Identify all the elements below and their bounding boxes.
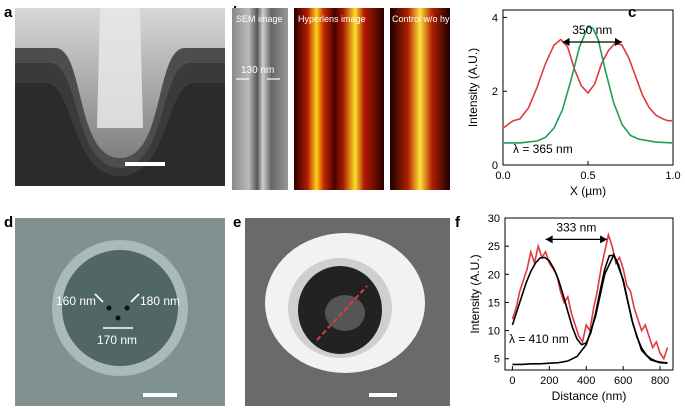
y-tick-label: 25 bbox=[488, 241, 500, 253]
panel-f-label: f bbox=[455, 214, 460, 231]
y-tick-label: 30 bbox=[488, 213, 500, 225]
y-tick-label: 10 bbox=[488, 326, 500, 338]
y-axis-label: Intensity (A.U.) bbox=[468, 254, 482, 333]
panel-d-image: 160 nm 180 nm 170 nm bbox=[15, 218, 225, 406]
y-tick-label: 20 bbox=[488, 269, 500, 281]
y-tick-label: 5 bbox=[494, 354, 500, 366]
sem-title: SEM image bbox=[236, 14, 283, 24]
wavelength-label: λ = 410 nm bbox=[509, 332, 569, 346]
x-tick-label: 1.0 bbox=[665, 170, 680, 182]
panel-e-label: e bbox=[233, 214, 242, 231]
annotation-350nm: 350 nm bbox=[572, 23, 612, 37]
series-line-1 bbox=[503, 25, 674, 144]
arrowhead-right bbox=[600, 235, 608, 244]
hyperlens-image bbox=[294, 8, 384, 190]
panel-a-sem-image bbox=[15, 8, 225, 186]
hyperlens-title: Hyperlens image bbox=[298, 14, 366, 24]
annotation-333nm: 333 nm bbox=[556, 220, 596, 234]
y-tick-label: 2 bbox=[492, 86, 498, 98]
x-tick-label: 400 bbox=[577, 375, 595, 387]
x-tick-label: 0 bbox=[509, 375, 515, 387]
arrowhead-left bbox=[562, 38, 570, 46]
scale-text: 130 nm bbox=[241, 65, 274, 76]
arrowhead-left bbox=[545, 235, 553, 244]
panel-c-chart: 0.0 0.5 1.0 0 2 4 X (µm) Intensity (A.U.) 350 nm… bbox=[466, 9, 681, 198]
x-axis-label: Distance (nm) bbox=[552, 389, 627, 403]
panel-c-label: c bbox=[628, 4, 637, 21]
control-image bbox=[390, 8, 450, 190]
arrowhead-right bbox=[615, 38, 622, 46]
x-axis-label: X (µm) bbox=[570, 184, 606, 198]
control-title: Control w/o hyperlens bbox=[392, 14, 480, 24]
panel-b-images: SEM image Hyperlens image Control w/o hy… bbox=[232, 8, 480, 190]
y-tick-label: 4 bbox=[492, 12, 498, 24]
sem-image bbox=[232, 8, 288, 190]
x-tick-label: 200 bbox=[540, 375, 558, 387]
panel-a-label: a bbox=[4, 4, 13, 21]
y-tick-label: 0 bbox=[492, 160, 498, 172]
plot-frame bbox=[504, 217, 674, 371]
x-tick-label: 600 bbox=[614, 375, 632, 387]
x-tick-label: 800 bbox=[651, 375, 669, 387]
dist-180: 180 nm bbox=[140, 294, 180, 308]
wavelength-label: λ = 365 nm bbox=[513, 142, 573, 156]
y-axis-label: Intensity (A.U.) bbox=[466, 48, 480, 127]
x-tick-label: 0.5 bbox=[580, 170, 595, 182]
panel-d-label: d bbox=[4, 214, 14, 231]
series-line-2 bbox=[512, 252, 668, 366]
dist-170: 170 nm bbox=[97, 333, 137, 347]
dist-160: 160 nm bbox=[56, 294, 96, 308]
series-line-1 bbox=[511, 254, 668, 364]
x-tick-label: 0.0 bbox=[495, 170, 510, 182]
series-line-0 bbox=[502, 38, 673, 129]
panel-f-chart: 0 200 400 600 800 5 10 15 20 25 30 Distance (nm) Int… bbox=[468, 213, 674, 403]
series-line-0 bbox=[511, 231, 669, 361]
panel-e-image bbox=[245, 218, 450, 406]
y-tick-label: 15 bbox=[488, 297, 500, 309]
